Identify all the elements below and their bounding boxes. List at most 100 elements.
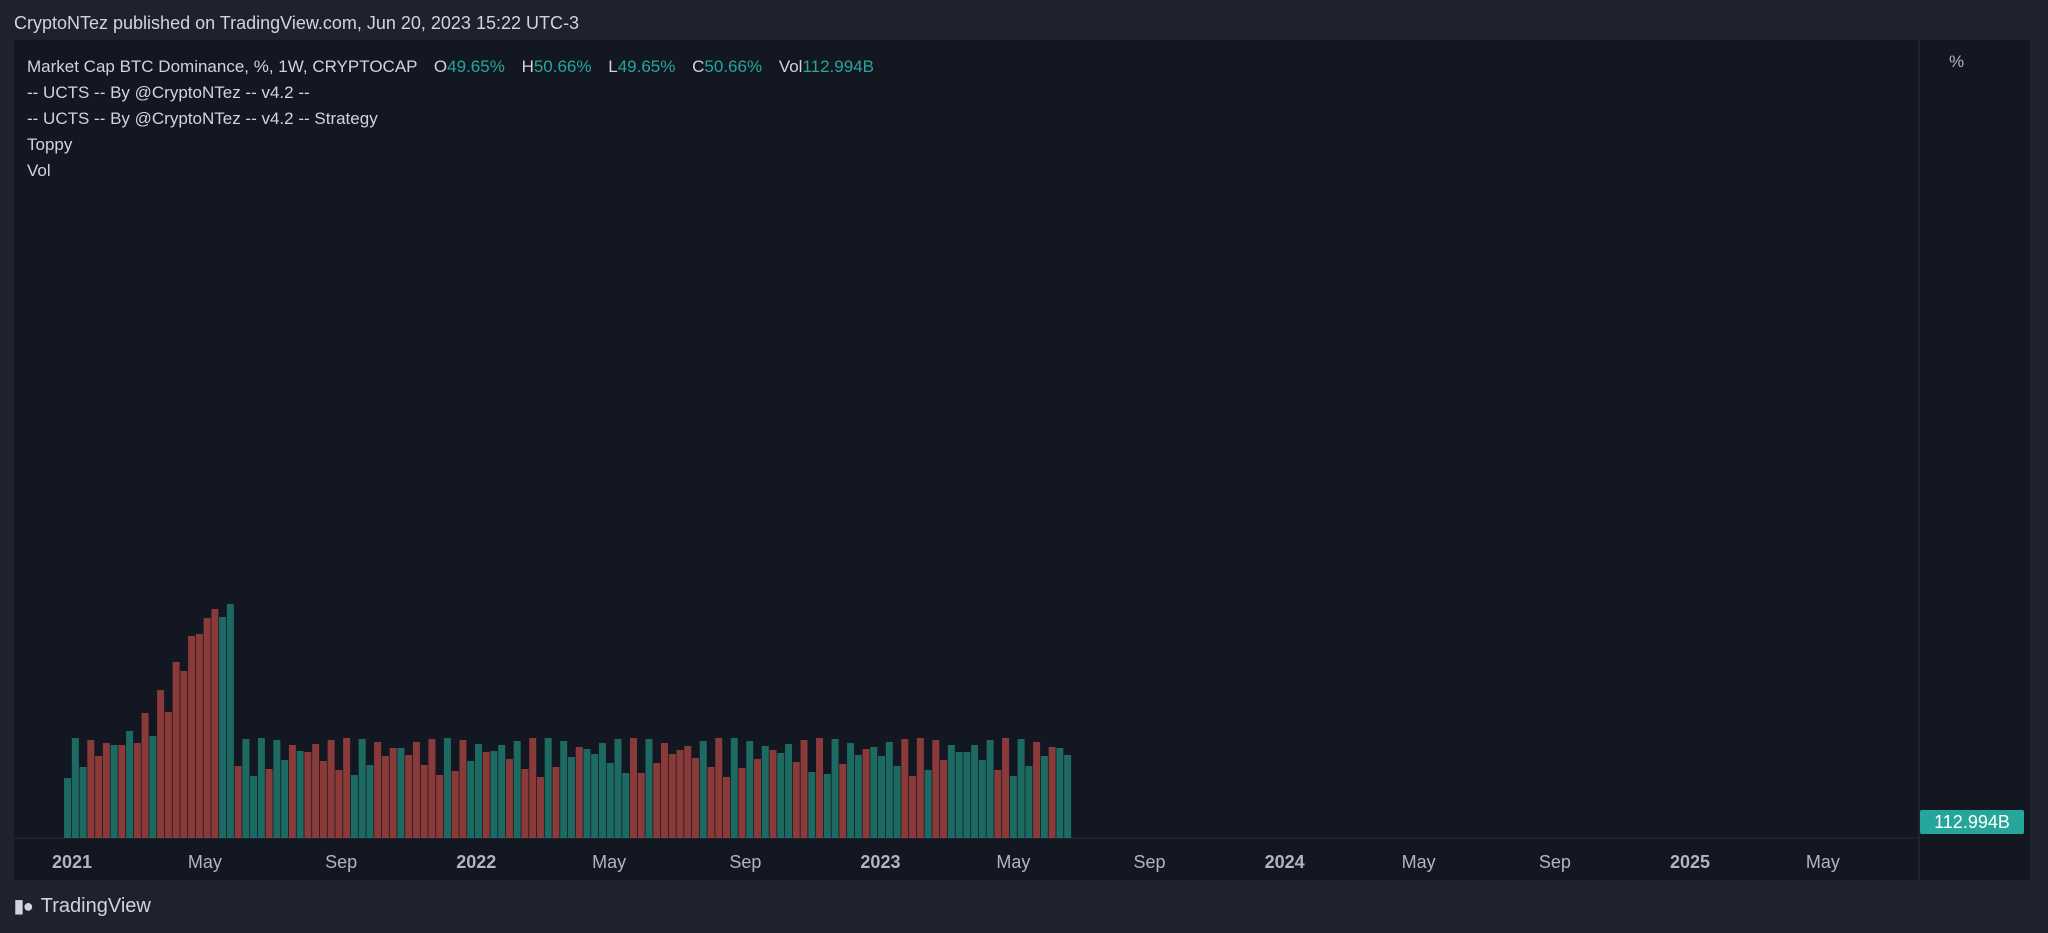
candlestick-chart[interactable]: %36.00%38.00%40.00%42.00%44.00%46.00%53.… [14, 40, 2030, 880]
legend-high-value: 50.66% [533, 57, 592, 76]
volume-bar [420, 765, 428, 838]
chart-panel[interactable]: %36.00%38.00%40.00%42.00%44.00%46.00%53.… [14, 40, 2030, 880]
brand-label: TradingView [40, 895, 151, 917]
volume-bar [1048, 747, 1056, 838]
time-tick-label: Sep [1134, 852, 1166, 872]
volume-bar [707, 767, 715, 838]
volume-bar [1017, 739, 1025, 838]
volume-bar [126, 731, 134, 838]
volume-bar [381, 756, 389, 838]
legend-volume-label: Vol [778, 57, 803, 76]
time-tick-label: May [592, 852, 626, 872]
volume-bar [715, 738, 723, 838]
volume-bar [343, 738, 351, 838]
volume-bar [598, 743, 606, 838]
volume-bar [870, 747, 878, 838]
volume-bar [188, 636, 196, 838]
volume-bar [986, 740, 994, 838]
volume-bar [1009, 776, 1017, 838]
legend-indicator-vol[interactable]: Vol [27, 161, 51, 180]
volume-bar [940, 760, 948, 838]
volume-bar [226, 604, 234, 838]
volume-bar [963, 752, 971, 838]
volume-bar [529, 738, 537, 838]
volume-bar [312, 744, 320, 838]
volume-bar [257, 738, 265, 838]
volume-bar [358, 739, 366, 838]
volume-bar [544, 738, 552, 838]
volume-bar [327, 740, 335, 838]
volume-bar [118, 745, 126, 838]
legend-close-value: 50.66% [704, 57, 763, 76]
legend-low-label: L [608, 57, 618, 76]
volume-bar [684, 746, 692, 838]
volume-bar [195, 634, 203, 838]
volume-bar [513, 741, 521, 838]
publish-header: CryptoNTez published on TradingView.com,… [14, 13, 579, 33]
volume-bar [893, 766, 901, 838]
volume-bar [102, 743, 110, 838]
legend-low-value: 49.65% [617, 57, 676, 76]
time-tick-label: Sep [325, 852, 357, 872]
volume-bar [443, 738, 451, 838]
volume-bar [1025, 766, 1033, 838]
volume-bar [172, 662, 180, 838]
volume-value-tag [1920, 810, 2024, 834]
volume-bar [281, 760, 289, 838]
volume-bar [1002, 738, 1010, 838]
volume-bar [567, 757, 575, 838]
volume-bar [932, 740, 940, 838]
volume-bar [490, 751, 498, 838]
volume-bar [924, 770, 932, 838]
volume-bar [978, 760, 986, 838]
volume-bar [87, 740, 95, 838]
legend-symbol[interactable]: Market Cap BTC Dominance, %, 1W, CRYPTOC… [27, 57, 418, 76]
volume-bar [203, 618, 211, 838]
volume-bar [692, 758, 700, 838]
volume-bar [505, 759, 513, 838]
volume-bar [909, 776, 917, 838]
volume-bar [816, 738, 824, 838]
volume-bar [885, 742, 893, 838]
time-tick-label: May [188, 852, 222, 872]
volume-bar [157, 690, 165, 838]
volume-bar [482, 752, 490, 838]
volume-bar [955, 752, 963, 838]
volume-bar [149, 736, 157, 838]
volume-bar [64, 778, 72, 838]
volume-bar [560, 741, 568, 838]
volume-bar [288, 745, 296, 838]
volume-bar [591, 754, 599, 838]
volume-bar [947, 745, 955, 838]
time-tick-label: 2025 [1670, 852, 1710, 872]
volume-bar [459, 740, 467, 838]
volume-bar [164, 712, 172, 838]
legend-indicator-ucts[interactable]: -- UCTS -- By @CryptoNTez -- v4.2 -- [27, 83, 310, 102]
legend-close-label: C [692, 57, 705, 76]
legend-indicator-toppy[interactable]: Toppy [27, 135, 73, 154]
chart-legend: Market Cap BTC Dominance, %, 1W, CRYPTOC… [27, 54, 874, 184]
volume-bar [622, 773, 630, 838]
volume-bar [412, 742, 420, 838]
legend-symbol-row: Market Cap BTC Dominance, %, 1W, CRYPTOC… [27, 54, 874, 80]
volume-bar [536, 777, 544, 838]
volume-bar [971, 745, 979, 838]
volume-bar [350, 775, 358, 838]
volume-bar [110, 745, 118, 838]
legend-high-label: H [521, 57, 534, 76]
volume-bar [498, 745, 506, 838]
volume-bar [637, 773, 645, 838]
volume-bar [397, 748, 405, 838]
legend-indicator-ucts-strategy[interactable]: -- UCTS -- By @CryptoNTez -- v4.2 -- Str… [27, 109, 378, 128]
volume-bar [389, 748, 397, 838]
volume-bar [405, 755, 413, 838]
volume-bar [265, 769, 273, 838]
volume-bar [676, 750, 684, 838]
volume-bar [614, 739, 622, 838]
volume-bar [374, 742, 382, 838]
time-tick-label: May [1402, 852, 1436, 872]
time-tick-label: 2022 [456, 852, 496, 872]
volume-bar [521, 769, 529, 838]
volume-bar [141, 713, 149, 838]
footer-brand[interactable]: ▮● TradingView [14, 895, 151, 918]
